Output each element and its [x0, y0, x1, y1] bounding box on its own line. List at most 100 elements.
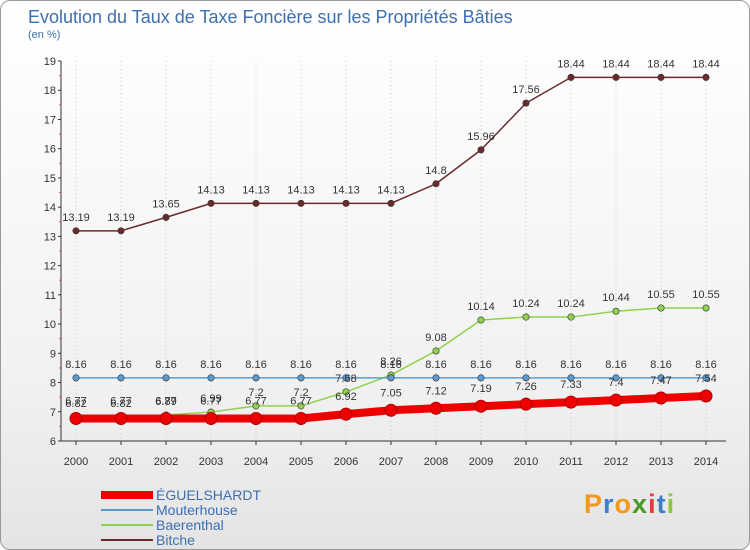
- data-label: 6.77: [155, 395, 176, 407]
- legend-swatch: [101, 491, 153, 499]
- legend-swatch: [101, 539, 153, 541]
- x-tick-label: 2009: [469, 456, 493, 468]
- legend-swatch: [101, 524, 153, 526]
- logo-letter: i: [666, 489, 676, 519]
- data-label: 6.77: [110, 395, 131, 407]
- data-label: 18.44: [557, 58, 585, 70]
- data-point: [117, 227, 125, 235]
- data-point: [297, 402, 305, 410]
- x-tick-label: 2000: [64, 456, 88, 468]
- legend-label: ÉGUELSHARDT: [156, 487, 262, 503]
- data-point: [612, 73, 620, 81]
- data-point: [114, 411, 128, 425]
- data-point: [474, 399, 488, 413]
- data-label: 14.13: [377, 184, 405, 196]
- data-point: [249, 411, 263, 425]
- data-point: [72, 227, 80, 235]
- x-tick-label: 2008: [424, 456, 448, 468]
- data-label: 8.16: [290, 359, 311, 371]
- data-label: 8.16: [560, 359, 581, 371]
- y-tick-label: 16: [44, 144, 56, 156]
- data-label: 7.47: [650, 375, 671, 387]
- x-tick-label: 2011: [559, 456, 583, 468]
- data-point: [612, 307, 620, 315]
- data-label: 10.24: [557, 298, 585, 310]
- data-label: 7.19: [470, 383, 491, 395]
- data-point: [477, 374, 485, 382]
- data-label: 6.77: [245, 395, 266, 407]
- proxiti-logo: Proxiti: [584, 489, 675, 520]
- x-tick-label: 2014: [694, 456, 718, 468]
- data-label: 7.68: [335, 373, 356, 385]
- data-point: [207, 374, 215, 382]
- data-point: [297, 199, 305, 207]
- data-point: [384, 403, 398, 417]
- data-point: [522, 99, 530, 107]
- data-label: 6.92: [335, 391, 356, 403]
- data-point: [567, 374, 575, 382]
- logo-letter: i: [648, 489, 657, 519]
- data-label: 6.99: [200, 393, 221, 405]
- x-tick-label: 2003: [199, 456, 223, 468]
- data-point: [519, 397, 533, 411]
- data-point: [252, 374, 260, 382]
- data-point: [297, 374, 305, 382]
- logo-letter: r: [603, 489, 615, 519]
- data-label: 8.16: [65, 359, 86, 371]
- data-point: [612, 374, 620, 382]
- logo-letter: o: [614, 489, 633, 519]
- series-lines: [69, 73, 713, 425]
- data-labels: 13.19 13.19 13.65 14.13 14.13 14.13 14.13 14.13…: [62, 58, 720, 410]
- data-label: 6.89: [155, 396, 176, 408]
- data-label: 8.26: [380, 356, 401, 368]
- y-tick-label: 7: [50, 407, 56, 419]
- data-point: [252, 402, 260, 410]
- data-point: [69, 411, 83, 425]
- data-point: [702, 374, 710, 382]
- data-point: [522, 374, 530, 382]
- data-label: 7.2: [293, 387, 308, 399]
- y-tick-label: 12: [44, 261, 56, 273]
- data-label: 8.16: [380, 359, 401, 371]
- data-point: [294, 411, 308, 425]
- data-label: 18.44: [602, 58, 630, 70]
- data-point: [609, 393, 623, 407]
- data-label: 18.44: [647, 58, 675, 70]
- data-point: [342, 374, 350, 382]
- data-point: [702, 304, 710, 312]
- data-point: [339, 407, 353, 421]
- data-point: [477, 146, 485, 154]
- data-label: 7.33: [560, 379, 581, 391]
- data-label: 14.13: [287, 184, 315, 196]
- chart-title: Evolution du Taux de Taxe Foncière sur l…: [28, 7, 513, 27]
- legend-swatch: [101, 509, 153, 511]
- data-point: [342, 388, 350, 396]
- data-point: [564, 395, 578, 409]
- legend-label: Mouterhouse: [156, 502, 238, 518]
- data-label: 6.82: [65, 398, 86, 410]
- data-point: [654, 391, 668, 405]
- data-point: [387, 199, 395, 207]
- x-tick-label: 2010: [514, 456, 538, 468]
- data-label: 13.19: [62, 212, 90, 224]
- data-label: 10.55: [647, 289, 675, 301]
- y-tick-label: 19: [44, 56, 56, 68]
- data-point: [387, 374, 395, 382]
- data-label: 8.16: [110, 359, 131, 371]
- data-point: [567, 73, 575, 81]
- x-tick-label: 2005: [289, 456, 313, 468]
- x-tick-label: 2001: [109, 456, 133, 468]
- data-label: 6.77: [200, 395, 221, 407]
- data-label: 13.65: [152, 198, 180, 210]
- data-label: 13.19: [107, 212, 135, 224]
- series-mouterhouse: [72, 374, 710, 382]
- data-label: 7.4: [608, 377, 623, 389]
- data-label: 7.54: [695, 373, 716, 385]
- data-point: [159, 411, 173, 425]
- data-label: 10.55: [692, 289, 720, 301]
- data-point: [162, 213, 170, 221]
- y-tick-label: 18: [44, 85, 56, 97]
- y-tick-label: 11: [45, 290, 56, 302]
- y-tick-label: 6: [50, 436, 56, 448]
